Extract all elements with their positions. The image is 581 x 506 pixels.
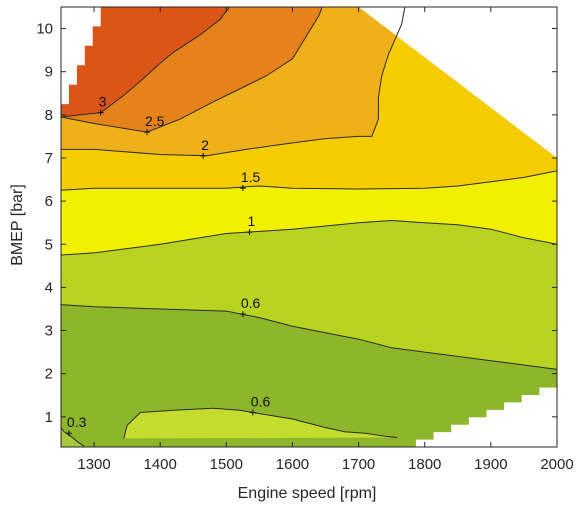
contour-marker-1 [249, 409, 256, 416]
contour-line-1-3 [60, 219, 558, 256]
y-tick-label: 6 [45, 193, 53, 210]
contour-label: 0.6 [241, 295, 261, 311]
contour-label: 2 [201, 137, 209, 153]
contour-line-2-5 [61, 6, 406, 157]
region-above-3 [61, 7, 230, 117]
x-tick-label: 1500 [210, 456, 243, 473]
y-tick-label: 7 [45, 150, 53, 167]
contour-marker-4 [239, 185, 246, 192]
contour-line-0.6-2 [60, 304, 558, 370]
contour-label: 1 [247, 213, 255, 229]
y-tick-label: 5 [45, 236, 53, 253]
y-tick-label: 3 [45, 323, 53, 340]
no-data-top-left [61, 7, 101, 105]
contour-label: 2.5 [145, 113, 165, 129]
contour-marker-5 [200, 152, 207, 159]
y-tick-label: 10 [36, 21, 53, 38]
y-tick-label: 4 [45, 279, 53, 296]
contour-label: 1.5 [241, 169, 261, 185]
contour-label: 0.3 [67, 414, 87, 430]
contour-label: 3 [99, 94, 107, 110]
x-tick-label: 1300 [77, 456, 110, 473]
x-tick-label: 1400 [144, 456, 177, 473]
y-tick-label: 2 [45, 366, 53, 383]
plot-frame [60, 6, 558, 448]
no-data-top-right [358, 7, 557, 158]
y-axis-label: BMEP [bar] [9, 184, 26, 266]
x-tick-label: 1800 [408, 456, 441, 473]
y-tick-label: 9 [45, 64, 53, 81]
x-tick-label: 1700 [342, 456, 375, 473]
contour-line-3-7 [60, 6, 230, 118]
contour-marker-6 [143, 129, 150, 136]
contour-marker-7 [97, 109, 104, 116]
region-below-0.3 [61, 427, 85, 447]
region-0.3-0.6 [123, 408, 398, 439]
no-data-bottom-right [398, 380, 557, 447]
y-tick-label: 1 [45, 409, 53, 426]
x-tick-label: 1600 [276, 456, 309, 473]
y-tick-label: 8 [45, 107, 53, 124]
x-tick-label: 1900 [474, 456, 507, 473]
contour-line-1.5-4 [60, 170, 558, 191]
x-tick-label: 2000 [540, 456, 573, 473]
contour-marker-3 [246, 229, 253, 236]
contour-label: 0.6 [251, 393, 271, 409]
contour-line-2.5-6 [60, 6, 323, 133]
x-axis-label: Engine speed [rpm] [238, 485, 377, 502]
contour-line-0.3-0 [60, 427, 85, 447]
contour-marker-0 [65, 430, 72, 437]
contour-marker-2 [239, 311, 246, 318]
